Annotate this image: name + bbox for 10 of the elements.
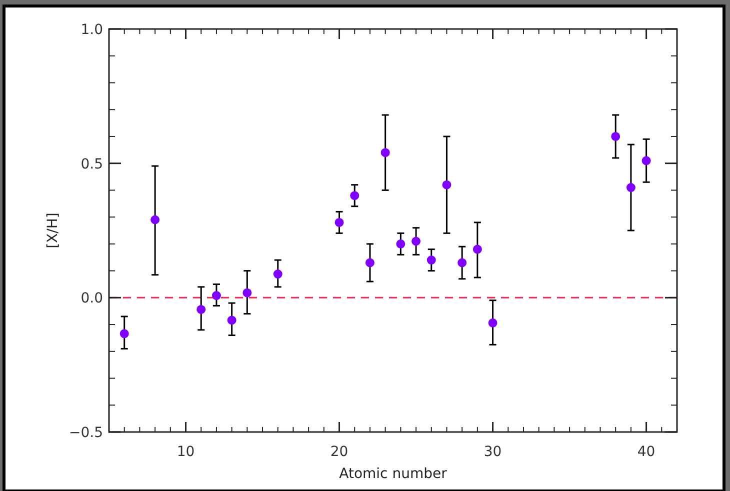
x-tick-label: 10 — [176, 444, 195, 460]
y-tick-label: 1.0 — [80, 22, 103, 38]
y-tick-label: −0.5 — [69, 425, 103, 441]
x-tick-label: 20 — [330, 444, 348, 460]
y-tick-label: 0.0 — [80, 290, 103, 307]
x-tick-label: 40 — [637, 444, 656, 460]
x-axis-title: Atomic number — [339, 466, 448, 482]
y-tick-label: 0.5 — [80, 156, 103, 172]
y-axis-title: [X/H] — [45, 212, 61, 248]
x-tick-label: 30 — [484, 444, 502, 460]
